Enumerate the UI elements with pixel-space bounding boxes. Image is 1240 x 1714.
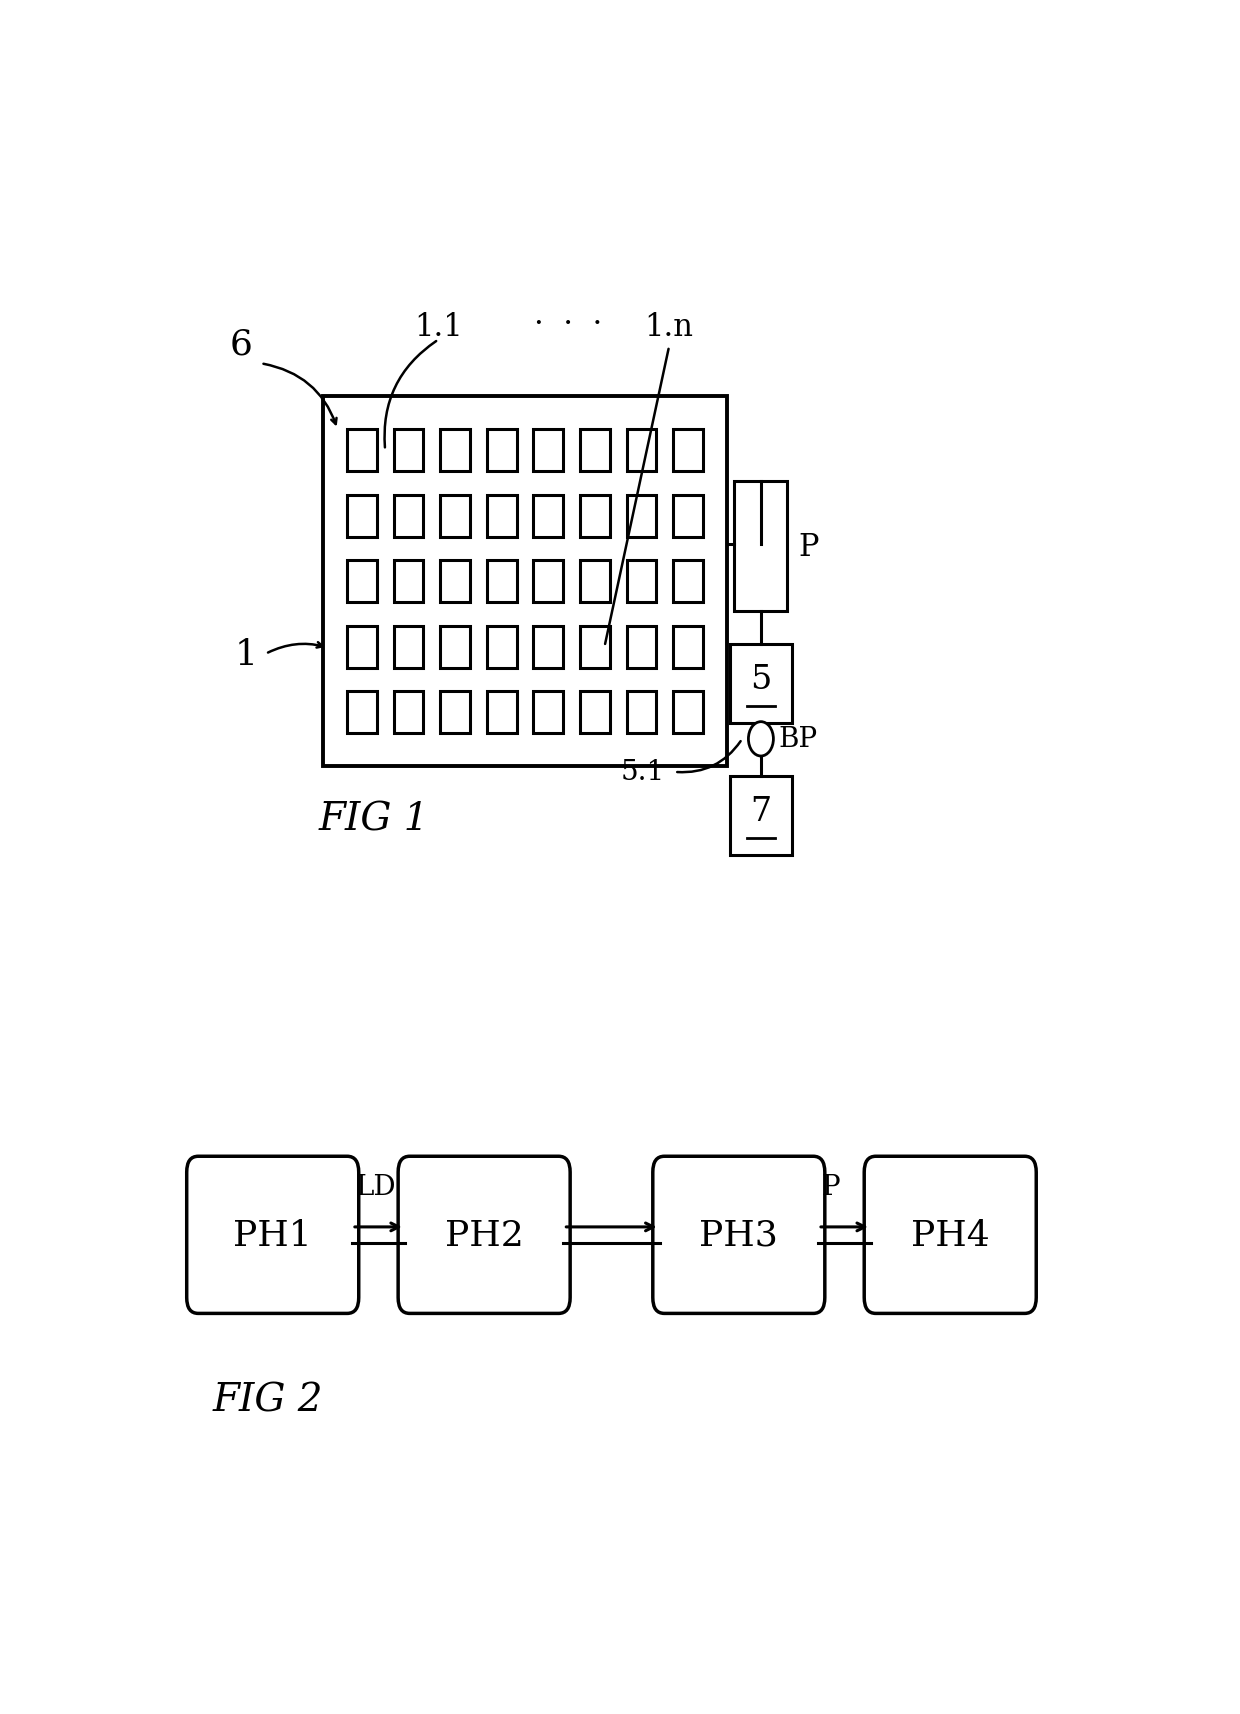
Bar (393, 430, 423, 471)
Bar (626, 626, 656, 668)
Bar (533, 430, 563, 471)
Bar (487, 692, 517, 734)
Text: 5: 5 (750, 663, 771, 696)
Text: 6: 6 (231, 327, 253, 362)
Text: LD: LD (356, 1174, 397, 1202)
Bar (487, 430, 517, 471)
Bar (580, 430, 610, 471)
Text: PH1: PH1 (233, 1219, 312, 1253)
Bar (347, 560, 377, 603)
Text: BP: BP (779, 727, 817, 752)
Bar (580, 495, 610, 536)
Text: 5.1: 5.1 (620, 759, 665, 787)
Text: PH2: PH2 (445, 1219, 523, 1253)
Bar (533, 692, 563, 734)
Text: ·  ·  ·: · · · (534, 309, 603, 339)
Bar (626, 560, 656, 603)
Text: 1.n: 1.n (645, 312, 693, 343)
Bar (393, 495, 423, 536)
Bar (393, 626, 423, 668)
Bar (393, 692, 423, 734)
Bar (347, 692, 377, 734)
Bar (440, 495, 470, 536)
Bar (729, 644, 792, 723)
Text: PH3: PH3 (699, 1219, 779, 1253)
Bar (487, 626, 517, 668)
Bar (440, 626, 470, 668)
Bar (440, 560, 470, 603)
Text: FIG 2: FIG 2 (213, 1381, 324, 1419)
Bar (487, 560, 517, 603)
Text: FIG 1: FIG 1 (319, 800, 429, 838)
Bar (533, 626, 563, 668)
Text: P: P (799, 531, 820, 562)
Bar (580, 560, 610, 603)
Bar (673, 692, 703, 734)
Bar (324, 398, 727, 766)
Circle shape (749, 722, 774, 756)
Bar (673, 560, 703, 603)
Bar (626, 495, 656, 536)
Text: 7: 7 (750, 795, 771, 828)
Bar (580, 692, 610, 734)
Text: P: P (822, 1174, 841, 1202)
Text: 1: 1 (234, 638, 258, 672)
Bar (729, 776, 792, 855)
Bar (347, 626, 377, 668)
Bar (673, 626, 703, 668)
Text: PH4: PH4 (911, 1219, 990, 1253)
Bar (487, 495, 517, 536)
Bar (673, 430, 703, 471)
Bar (440, 692, 470, 734)
Bar (440, 430, 470, 471)
Bar (533, 495, 563, 536)
Bar (626, 692, 656, 734)
Bar (393, 560, 423, 603)
Bar (580, 626, 610, 668)
Bar (673, 495, 703, 536)
Bar (626, 430, 656, 471)
Text: 1.1: 1.1 (414, 312, 463, 343)
Bar (533, 560, 563, 603)
Bar (347, 430, 377, 471)
Bar (734, 482, 787, 612)
Bar (347, 495, 377, 536)
